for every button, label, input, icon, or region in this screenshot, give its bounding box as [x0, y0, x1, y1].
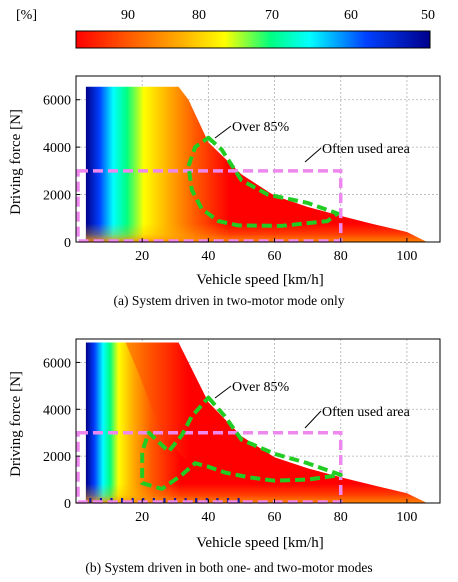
x-tick-label: 60	[268, 510, 282, 525]
often-used-pointer-b	[304, 410, 322, 429]
y-ticks-b: 0 2000 4000 6000	[43, 356, 80, 512]
y-tick-label: 2000	[43, 189, 71, 204]
efficiency-map-a-low-force	[85, 86, 427, 242]
bottom-band-mark	[195, 498, 198, 503]
often-used-area-a	[76, 169, 343, 243]
y-tick-label: 6000	[43, 356, 71, 371]
y-tick-label: 0	[64, 236, 71, 251]
x-ticks-a: 20 40 60 80 100	[135, 238, 417, 264]
colorbar-tick: 60	[344, 8, 358, 23]
often-used-pointer-a	[304, 147, 322, 163]
y-tick-label: 6000	[43, 94, 71, 109]
y-axis-label-a: Driving force [N]	[8, 109, 24, 215]
x-tick-label: 20	[135, 249, 149, 264]
efficiency-map-b-low-force	[85, 342, 427, 503]
over-85-pointer-a	[214, 125, 232, 139]
y-axis-label-b: Driving force [N]	[8, 371, 24, 477]
chart-panel-b: 20 40 60 80 100 0 2000 4000 6000 Vehicle speed …	[8, 338, 441, 575]
colorbar-tick: 80	[192, 8, 206, 23]
x-tick-label: 40	[201, 249, 215, 264]
x-axis-label-b: Vehicle speed [km/h]	[196, 535, 323, 551]
caption-a: (a) System driven in two-motor mode only	[114, 293, 345, 308]
over-85-label-a: Over 85%	[232, 120, 289, 135]
x-tick-label: 60	[268, 249, 282, 264]
x-tick-label: 20	[135, 510, 149, 525]
bottom-band-mark	[163, 498, 166, 503]
often-used-label-a: Often used area	[322, 142, 411, 157]
x-tick-label: 100	[396, 510, 417, 525]
colorbar-unit-label: [%]	[16, 8, 37, 23]
over-85-pointer-b	[214, 385, 232, 399]
x-ticks-b: 20 40 60 80 100	[135, 499, 417, 525]
x-tick-label: 80	[334, 249, 348, 264]
caption-b: (b) System driven in both one- and two-m…	[85, 560, 372, 575]
colorbar: [%] 90 80 70 60 50	[16, 8, 435, 49]
over-85-region-b	[140, 395, 343, 491]
colorbar-tick: 90	[121, 8, 135, 23]
y-ticks-a: 0 2000 4000 6000	[43, 94, 80, 251]
chart-panel-a: 20 40 60 80 100 0 2000 4000 6000 Vehicle speed …	[8, 75, 441, 308]
plot-frame-b	[75, 338, 441, 504]
bottom-band-mark	[89, 498, 92, 503]
x-tick-label: 100	[396, 249, 417, 264]
often-used-label-b: Often used area	[322, 405, 411, 420]
plot-frame-a	[75, 75, 441, 243]
x-tick-label: 40	[201, 510, 215, 525]
over-85-label-b: Over 85%	[232, 380, 289, 395]
colorbar-tick: 70	[265, 8, 279, 23]
y-tick-label: 4000	[43, 141, 71, 156]
x-axis-label-a: Vehicle speed [km/h]	[196, 272, 323, 288]
colorbar-tick: 50	[421, 8, 435, 23]
y-tick-label: 0	[64, 497, 71, 512]
colorbar-gradient	[75, 30, 431, 49]
x-tick-label: 80	[334, 510, 348, 525]
y-tick-label: 2000	[43, 450, 71, 465]
y-tick-label: 4000	[43, 403, 71, 418]
over-85-region-a	[186, 135, 340, 228]
bottom-band-mark	[237, 498, 240, 503]
bottom-band-mark	[121, 498, 124, 503]
